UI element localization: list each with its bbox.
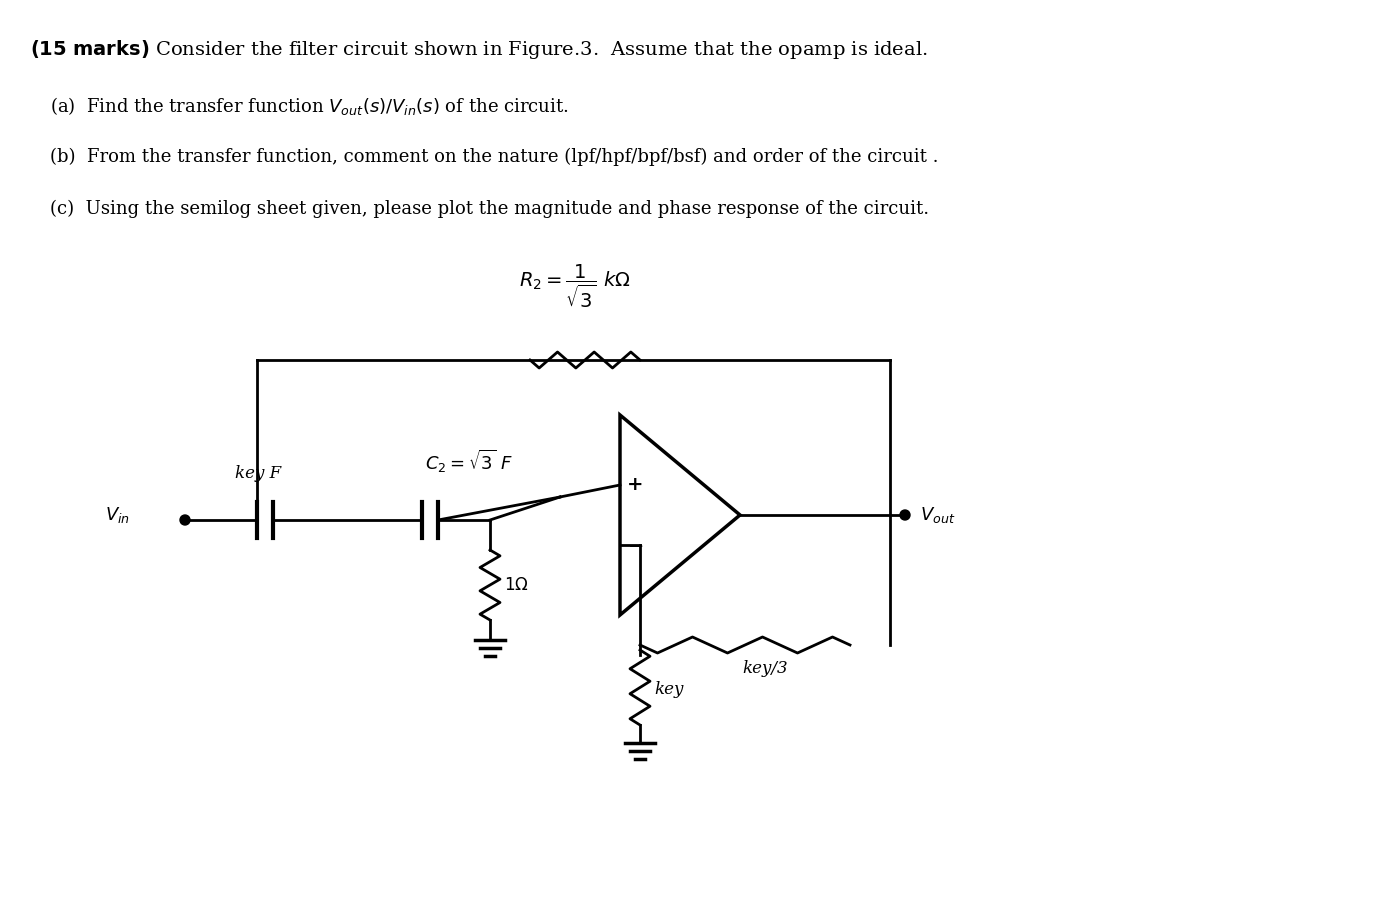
Text: (c)  Using the semilog sheet given, please plot the magnitude and phase response: (c) Using the semilog sheet given, pleas… — [50, 200, 929, 218]
Text: key/3: key/3 — [742, 660, 788, 677]
Text: key F: key F — [235, 465, 281, 482]
Text: +: + — [627, 476, 644, 494]
Circle shape — [899, 510, 910, 520]
Text: (b)  From the transfer function, comment on the nature (lpf/hpf/bpf/bsf) and ord: (b) From the transfer function, comment … — [50, 148, 938, 166]
Text: (a)  Find the transfer function $V_{out}(s)/V_{in}(s)$ of the circuit.: (a) Find the transfer function $V_{out}(… — [50, 95, 569, 117]
Circle shape — [179, 515, 190, 525]
Text: $1\Omega$: $1\Omega$ — [505, 577, 528, 593]
Text: $V_{in}$: $V_{in}$ — [106, 505, 131, 525]
Text: key: key — [655, 682, 684, 698]
Text: $R_2 = \dfrac{1}{\sqrt{3}}\ k\Omega$: $R_2 = \dfrac{1}{\sqrt{3}}\ k\Omega$ — [520, 262, 631, 310]
Text: $\mathbf{(15\ marks)}$ Consider the filter circuit shown in Figure.3.  Assume th: $\mathbf{(15\ marks)}$ Consider the filt… — [31, 38, 927, 61]
Text: $-$: $-$ — [627, 536, 644, 554]
Text: $C_2 = \sqrt{3}\ F$: $C_2 = \sqrt{3}\ F$ — [425, 448, 513, 475]
Text: $V_{out}$: $V_{out}$ — [920, 505, 955, 525]
